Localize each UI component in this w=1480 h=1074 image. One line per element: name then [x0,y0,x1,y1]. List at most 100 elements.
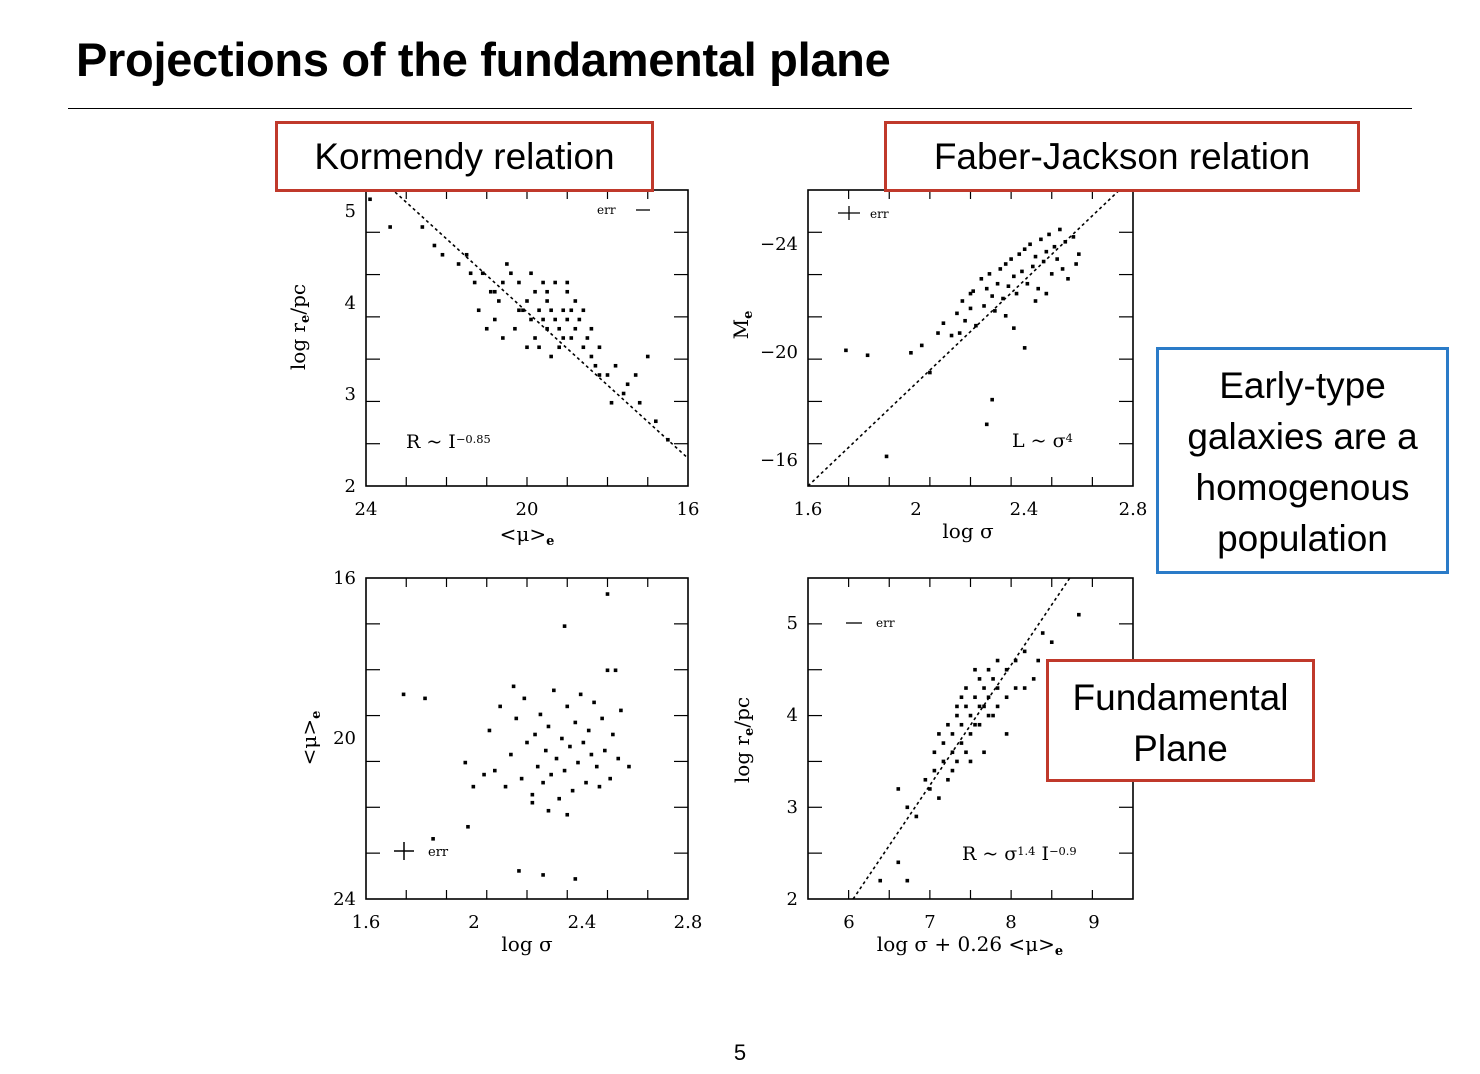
fit-line [852,578,1071,899]
data-point [928,370,932,375]
data-point [561,336,566,340]
data-point [613,668,618,673]
x-tick-label: 7 [924,912,935,933]
data-point [503,784,508,789]
data-point [541,873,545,877]
callout-fundamental-plane-line: Plane [1133,728,1228,769]
data-point [529,317,533,322]
data-point [959,741,964,745]
y-tick-label: 16 [333,568,356,589]
y-tick-label: 24 [333,889,356,910]
data-point [501,280,505,285]
data-point [884,454,889,459]
data-point [964,686,968,690]
data-point [645,354,650,359]
data-point [562,768,567,773]
data-point [1074,262,1078,266]
data-point [1012,274,1016,279]
data-point [955,704,959,709]
data-point [569,308,574,313]
data-point [1036,286,1041,291]
data-point [1063,240,1068,244]
data-point [468,271,473,276]
callout-early-type-line: homogenous [1195,467,1410,508]
data-point [878,878,883,883]
data-point [488,289,493,294]
data-point [1066,277,1070,281]
callout-kormendy: Kormendy relation [275,121,654,192]
relation-annotation: R ~ σ1.4 I−0.9 [962,843,1077,865]
data-point [982,704,986,709]
data-point [569,336,574,340]
data-point [581,740,586,745]
data-point [955,759,959,764]
data-point [497,299,501,303]
x-tick-label: 6 [843,912,854,933]
data-point [513,326,517,331]
data-point [909,351,913,355]
data-point [608,776,612,781]
data-point [593,363,598,368]
data-point [955,311,959,316]
data-point [949,333,954,338]
x-tick-label: 24 [355,499,378,520]
data-point [561,308,566,313]
data-point [498,704,502,709]
callout-faber-jackson-text: Faber-Jackson relation [933,136,1311,177]
data-point [543,748,548,753]
data-point [589,752,594,757]
data-point [541,780,545,785]
data-point [577,317,582,322]
data-point [1039,237,1043,242]
data-point [896,787,901,791]
data-point [865,353,870,358]
data-point [560,736,564,741]
data-point [525,740,529,745]
data-point [844,348,848,353]
data-point [937,732,941,736]
data-point [1003,262,1008,266]
y-tick-label: 5 [345,201,356,222]
data-point [573,299,578,303]
data-point [565,704,570,709]
data-point [1058,227,1062,232]
plot-frame [365,577,689,900]
data-point [905,805,910,810]
y-tick-label: 3 [345,384,356,405]
data-point [955,713,959,718]
data-point [589,326,594,331]
data-point [597,373,602,377]
data-point [545,289,549,294]
data-point [581,308,586,313]
data-point [941,759,946,764]
data-point [990,397,994,402]
relation-annotation: R ~ I−0.85 [406,431,491,453]
data-point [535,764,540,769]
data-point [959,695,964,700]
data-point [964,750,968,755]
callout-early-type: Early-type galaxies are a homogenous pop… [1156,347,1449,574]
y-axis-label: log re/pc [730,697,757,783]
data-point [533,732,537,737]
data-point [1049,640,1054,644]
data-point [995,281,1000,286]
y-tick-label: −16 [760,450,798,471]
data-point [509,271,513,276]
data-point [633,373,638,377]
data-point [529,271,533,276]
data-point [625,382,630,387]
data-point [505,262,509,266]
data-point [654,419,658,424]
x-tick-label: 2.4 [568,912,597,933]
plot-frame [807,189,1134,487]
data-point [557,796,561,801]
data-point [963,318,967,323]
data-point [613,363,618,368]
data-point [974,323,978,328]
title-divider [68,108,1412,109]
data-point [950,750,955,755]
x-tick-label: 2.4 [1010,499,1039,520]
data-point [584,780,588,785]
data-point [936,331,940,335]
err-marker-label: err [597,203,616,217]
